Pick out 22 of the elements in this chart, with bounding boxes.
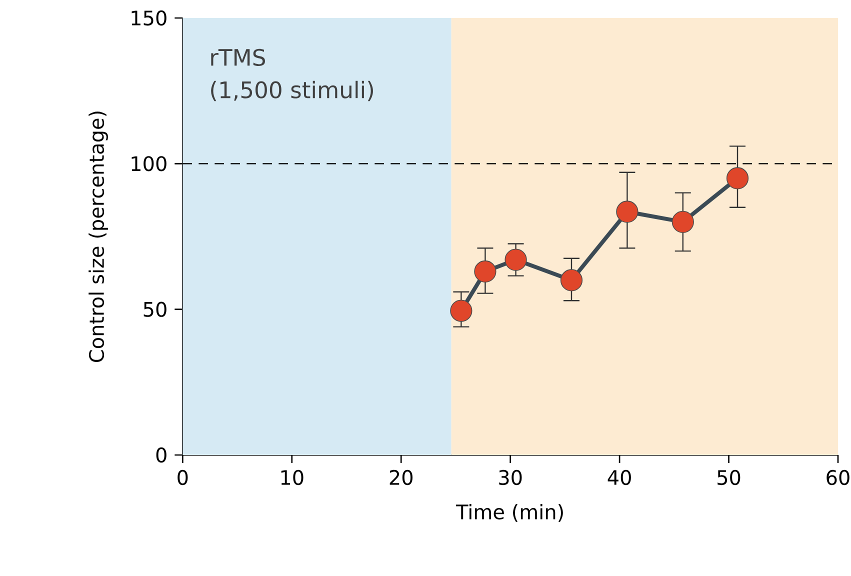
x-tick-label: 30 — [499, 470, 522, 486]
y-tick-label: 150 — [132, 10, 166, 26]
point — [504, 248, 527, 271]
point — [474, 260, 496, 283]
x-tick-label: 10 — [281, 470, 304, 486]
point — [450, 300, 472, 322]
y-tick-label: 0 — [156, 447, 166, 463]
point — [560, 269, 583, 292]
x-tick-label: 40 — [608, 470, 631, 486]
annotation: rTMS — [211, 48, 265, 66]
y-tick-label: 100 — [132, 156, 166, 172]
point — [726, 167, 749, 190]
x-tick-label: 20 — [390, 470, 412, 486]
annotation: (1,500 stimuli) — [211, 80, 373, 102]
x-tick-label: 0 — [178, 470, 188, 486]
x-tick-label: 50 — [718, 470, 740, 486]
point — [672, 210, 694, 233]
x-tick-label: 60 — [826, 470, 850, 486]
point — [616, 200, 638, 223]
x-axis-title: Time (min) — [456, 504, 563, 522]
y-tick-label: 50 — [144, 302, 166, 317]
y-axis-title: Control size (percentage) — [88, 112, 108, 362]
